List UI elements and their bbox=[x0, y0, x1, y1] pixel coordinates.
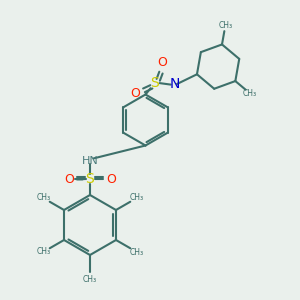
Text: HN: HN bbox=[82, 156, 98, 166]
Text: CH₃: CH₃ bbox=[36, 194, 50, 202]
Text: O: O bbox=[64, 173, 74, 186]
Text: CH₃: CH₃ bbox=[130, 194, 144, 202]
Text: S: S bbox=[85, 172, 94, 186]
Text: CH₃: CH₃ bbox=[83, 274, 97, 284]
Text: S: S bbox=[150, 76, 159, 90]
Text: CH₃: CH₃ bbox=[243, 89, 257, 98]
Text: CH₃: CH₃ bbox=[218, 21, 232, 30]
Text: O: O bbox=[106, 173, 116, 186]
Text: CH₃: CH₃ bbox=[130, 248, 144, 256]
Text: N: N bbox=[169, 77, 180, 91]
Text: O: O bbox=[157, 56, 166, 69]
Text: O: O bbox=[130, 86, 140, 100]
Text: CH₃: CH₃ bbox=[36, 248, 50, 256]
